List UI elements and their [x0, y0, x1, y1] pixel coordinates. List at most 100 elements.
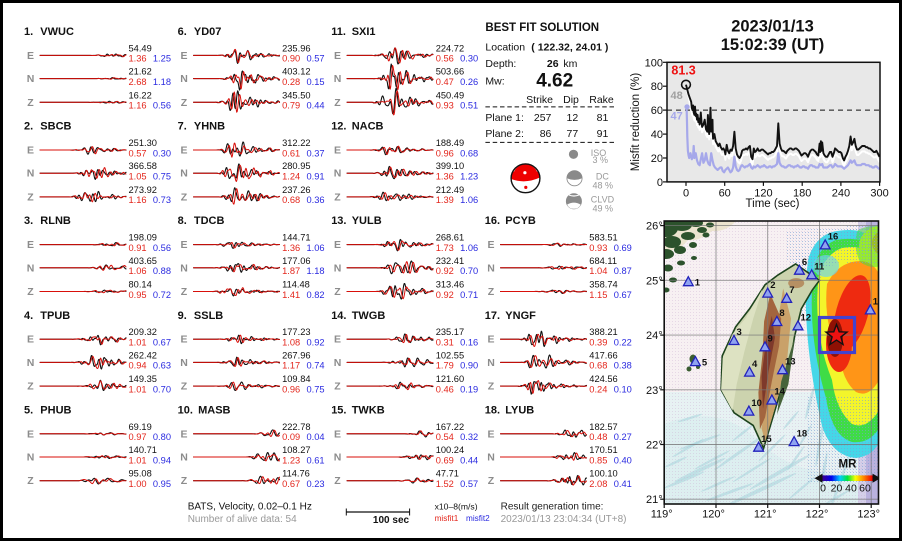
svg-text:E: E [180, 50, 187, 62]
svg-text:0.47: 0.47 [436, 77, 454, 87]
svg-text:Location: Location [485, 41, 525, 53]
svg-text:280.95: 280.95 [282, 161, 310, 171]
svg-text:1.18: 1.18 [153, 77, 171, 87]
svg-text:267.96: 267.96 [282, 350, 310, 360]
svg-text:7: 7 [789, 285, 794, 296]
svg-text:0.10: 0.10 [614, 384, 632, 394]
svg-text:E: E [27, 145, 34, 157]
svg-text:Time (sec): Time (sec) [746, 198, 800, 210]
svg-text:2023/01/13: 2023/01/13 [731, 18, 814, 36]
svg-text:235.96: 235.96 [282, 43, 310, 53]
svg-text:0.68: 0.68 [589, 361, 607, 371]
svg-text:0: 0 [820, 483, 826, 495]
svg-text:417.66: 417.66 [589, 350, 617, 360]
svg-text:1.01: 1.01 [129, 338, 147, 348]
svg-text:Z: Z [27, 191, 34, 203]
svg-text:1.17: 1.17 [282, 361, 300, 371]
svg-text:0.16: 0.16 [460, 338, 478, 348]
svg-text:TWKB: TWKB [352, 404, 385, 416]
svg-text:1.36: 1.36 [282, 243, 300, 253]
svg-text:0.74: 0.74 [307, 361, 325, 371]
svg-text:1.79: 1.79 [436, 361, 454, 371]
svg-text:1.87: 1.87 [282, 266, 300, 276]
svg-text:503.66: 503.66 [436, 67, 464, 77]
svg-text:0.28: 0.28 [282, 77, 300, 87]
svg-text:91: 91 [597, 128, 609, 140]
svg-text:1.08: 1.08 [282, 338, 300, 348]
svg-text:0.56: 0.56 [436, 54, 454, 64]
svg-text:13: 13 [785, 356, 796, 367]
svg-text:8: 8 [779, 308, 784, 319]
svg-text:km: km [563, 58, 577, 70]
svg-text:0.36: 0.36 [307, 195, 325, 205]
svg-text:399.10: 399.10 [436, 161, 464, 171]
svg-text:0.63: 0.63 [153, 361, 171, 371]
svg-text:Z: Z [334, 286, 341, 298]
svg-text:1.06: 1.06 [307, 243, 325, 253]
svg-text:177.06: 177.06 [282, 256, 310, 266]
svg-text:109.84: 109.84 [282, 374, 310, 384]
svg-text:N: N [334, 452, 342, 464]
svg-text:N: N [180, 168, 188, 180]
svg-text:16.22: 16.22 [129, 90, 152, 100]
svg-text:Misfit reduction (%): Misfit reduction (%) [630, 73, 642, 172]
svg-text:N: N [27, 452, 35, 464]
svg-text:122°: 122° [806, 509, 829, 521]
svg-text:E: E [180, 334, 187, 346]
svg-text:198.09: 198.09 [129, 233, 157, 243]
svg-text:Z: Z [488, 475, 495, 487]
svg-text:misfit2: misfit2 [466, 514, 490, 523]
svg-text:1.18: 1.18 [307, 266, 325, 276]
svg-text:0.96: 0.96 [282, 384, 300, 394]
svg-text:1.39: 1.39 [436, 195, 454, 205]
svg-text:0.32: 0.32 [460, 432, 478, 442]
svg-text:1.05: 1.05 [129, 172, 147, 182]
svg-text:5.: 5. [24, 404, 33, 416]
svg-text:0.75: 0.75 [307, 384, 325, 394]
svg-text:2.08: 2.08 [589, 479, 607, 489]
svg-text:N: N [180, 357, 188, 369]
svg-text:MR: MR [839, 459, 858, 471]
svg-text:misfit1: misfit1 [435, 514, 459, 523]
svg-text:BEST FIT SOLUTION: BEST FIT SOLUTION [485, 22, 599, 34]
svg-text:15.: 15. [331, 404, 346, 416]
svg-text:N: N [487, 452, 495, 464]
svg-text:0.94: 0.94 [129, 361, 147, 371]
svg-text:22°: 22° [646, 440, 663, 452]
svg-text:4.: 4. [24, 310, 33, 322]
svg-text:N: N [27, 73, 35, 85]
svg-text:1.06: 1.06 [129, 266, 147, 276]
svg-text:47: 47 [671, 110, 683, 122]
svg-text:257: 257 [534, 112, 552, 124]
svg-text:TPUB: TPUB [40, 310, 70, 322]
svg-text:0.61: 0.61 [307, 455, 325, 465]
svg-text:235.17: 235.17 [436, 327, 464, 337]
svg-text:23°: 23° [646, 385, 663, 397]
svg-text:0.67: 0.67 [282, 479, 300, 489]
svg-text:9.: 9. [178, 310, 187, 322]
svg-text:0.92: 0.92 [436, 290, 454, 300]
svg-text:251.30: 251.30 [129, 138, 157, 148]
svg-text:237.26: 237.26 [282, 185, 310, 195]
svg-text:0.51: 0.51 [460, 101, 478, 111]
svg-text:E: E [27, 239, 34, 251]
svg-text:LYUB: LYUB [505, 404, 534, 416]
svg-text:E: E [334, 239, 341, 251]
svg-text:102.55: 102.55 [436, 350, 464, 360]
svg-text:11: 11 [814, 262, 825, 273]
svg-text:140.71: 140.71 [129, 445, 157, 455]
svg-text:E: E [334, 145, 341, 157]
svg-text:0.69: 0.69 [436, 455, 454, 465]
svg-text:0.54: 0.54 [436, 432, 454, 442]
svg-text:0.37: 0.37 [307, 148, 325, 158]
svg-text:1.01: 1.01 [129, 455, 147, 465]
svg-text:108.27: 108.27 [282, 445, 310, 455]
svg-text:8.: 8. [178, 215, 187, 227]
svg-text:100: 100 [645, 57, 663, 69]
svg-text:358.74: 358.74 [589, 280, 617, 290]
svg-text:14: 14 [774, 387, 785, 398]
svg-text:0.26: 0.26 [460, 77, 478, 87]
svg-text:86: 86 [540, 128, 552, 140]
svg-text:SBCB: SBCB [40, 121, 71, 133]
svg-text:26: 26 [547, 58, 559, 70]
